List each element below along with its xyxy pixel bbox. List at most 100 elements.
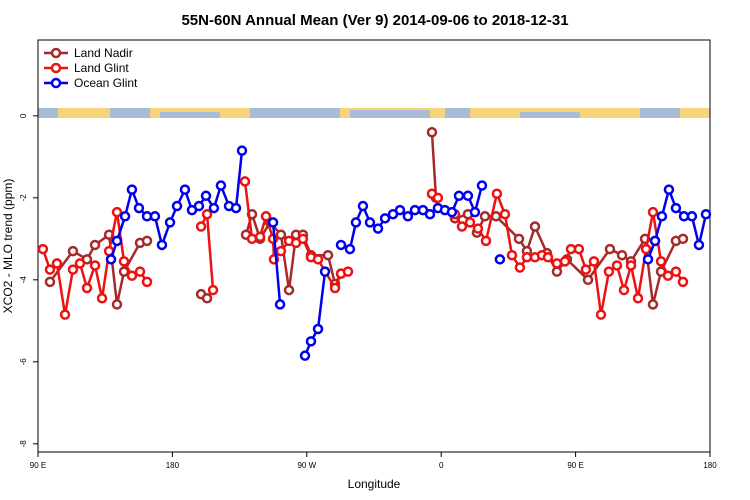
point	[81, 282, 93, 294]
legend-marker	[50, 77, 62, 89]
point	[267, 217, 279, 228]
point	[677, 276, 689, 288]
x-tick-label: 90 E	[567, 461, 583, 470]
legend-label: Land Glint	[74, 61, 129, 75]
y-axis-label: XCO2 - MLO trend (ppm)	[1, 179, 15, 314]
point	[230, 202, 242, 214]
point	[402, 211, 414, 222]
chart-title: 55N-60N Annual Mean (Ver 9) 2014-09-06 t…	[181, 12, 568, 29]
point	[201, 208, 213, 220]
point	[126, 184, 138, 195]
point	[582, 274, 594, 286]
point	[456, 221, 468, 232]
point	[559, 256, 571, 267]
point	[149, 211, 161, 222]
point	[200, 190, 212, 202]
point	[342, 266, 354, 277]
point	[521, 252, 533, 263]
point	[625, 260, 637, 271]
point	[573, 243, 585, 255]
point	[491, 188, 503, 199]
point	[201, 293, 213, 304]
x-tick-label: 0	[439, 461, 444, 470]
point	[647, 206, 659, 218]
point	[297, 233, 309, 245]
point	[215, 180, 227, 191]
point	[312, 254, 324, 265]
point	[472, 223, 484, 234]
point	[89, 239, 101, 251]
point	[44, 264, 56, 275]
point	[179, 184, 191, 195]
x-axis-label: Longitude	[348, 477, 401, 491]
point	[133, 202, 145, 214]
point	[603, 266, 615, 277]
point	[476, 180, 488, 191]
point	[51, 258, 63, 269]
point	[379, 213, 391, 224]
point	[656, 211, 668, 222]
point	[260, 211, 272, 222]
point	[604, 243, 616, 255]
point	[89, 260, 101, 271]
point	[364, 217, 376, 228]
point	[529, 221, 541, 232]
point	[74, 258, 86, 269]
point	[580, 264, 592, 275]
point	[246, 233, 258, 245]
point	[357, 200, 369, 212]
point	[236, 145, 248, 156]
point	[283, 284, 295, 296]
map-strip	[38, 108, 710, 118]
point	[686, 211, 698, 222]
point	[499, 208, 511, 220]
x-tick-label: 180	[166, 461, 180, 470]
y-tick-label: -6	[19, 358, 28, 366]
point	[588, 256, 600, 267]
point	[551, 258, 563, 269]
point	[616, 249, 628, 261]
point	[305, 336, 317, 347]
point	[141, 276, 153, 288]
point	[254, 231, 266, 243]
point	[642, 254, 654, 265]
point	[67, 245, 79, 257]
point	[426, 126, 438, 138]
x-tick-label: 180	[703, 461, 717, 470]
point	[44, 276, 56, 288]
point	[119, 211, 131, 222]
point	[156, 239, 168, 251]
point	[105, 254, 117, 265]
legend-label: Ocean Glint	[74, 76, 138, 90]
point	[632, 293, 644, 304]
point	[134, 266, 146, 277]
point	[464, 217, 476, 228]
point	[693, 239, 705, 251]
point	[611, 260, 623, 271]
x-tick-label: 90 W	[297, 461, 316, 470]
point	[335, 239, 347, 251]
point	[453, 190, 465, 202]
point	[513, 233, 525, 245]
point	[372, 223, 384, 234]
legend-label: Land Nadir	[74, 46, 133, 60]
point	[118, 266, 130, 277]
point	[344, 243, 356, 255]
point	[494, 254, 506, 265]
point	[195, 221, 207, 232]
point	[469, 206, 481, 218]
point	[67, 264, 79, 275]
point	[506, 249, 518, 261]
point	[655, 256, 667, 267]
point	[37, 243, 49, 255]
point	[670, 266, 682, 277]
point	[274, 299, 286, 310]
point	[207, 284, 219, 296]
point	[329, 282, 341, 294]
point	[700, 208, 712, 220]
point	[649, 235, 661, 247]
point	[542, 252, 554, 263]
point	[111, 235, 123, 247]
point	[239, 176, 251, 187]
point	[432, 192, 444, 204]
